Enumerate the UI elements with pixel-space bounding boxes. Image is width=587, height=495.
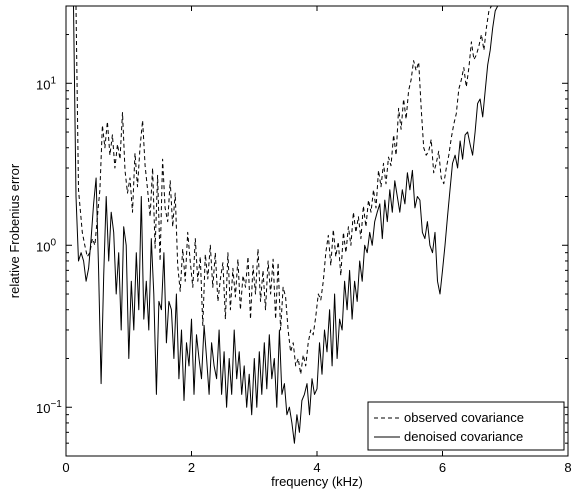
y-tick-label: 10−1 [36,399,62,416]
x-tick-label: 0 [62,460,69,475]
y-tick-label: 101 [36,75,56,92]
legend-label-observed: observed covariance [404,410,524,425]
x-tick-label: 8 [564,460,571,475]
series-line-observed [75,6,492,375]
ticks-layer: 0 2 4 6 8 10−1 100 101 [36,5,572,475]
series-line-denoised [73,6,499,444]
legend-box [367,401,565,451]
y-axis-label: relative Frobenius error [7,163,22,298]
x-axis-label: frequency (kHz) [271,474,363,489]
legend: observed covariance denoised covariance [367,401,565,451]
x-tick-label: 6 [439,460,446,475]
series-layer [73,6,499,444]
y-tick-label: 100 [36,237,56,254]
x-tick-label: 2 [188,460,195,475]
legend-label-denoised: denoised covariance [404,429,523,444]
x-tick-label: 4 [313,460,320,475]
